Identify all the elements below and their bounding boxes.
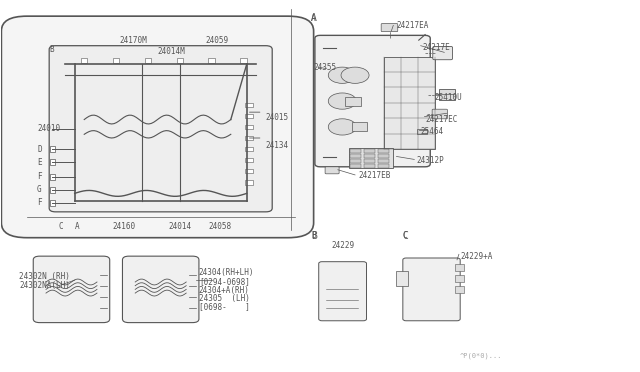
FancyBboxPatch shape	[433, 46, 452, 60]
Text: 24217EA: 24217EA	[396, 21, 429, 30]
FancyBboxPatch shape	[33, 256, 109, 323]
Text: 24355: 24355	[314, 63, 337, 72]
Circle shape	[328, 119, 356, 135]
Bar	[81, 58, 88, 63]
Bar	[246, 103, 253, 107]
Bar	[378, 154, 390, 158]
Bar	[350, 150, 362, 153]
Text: A: A	[75, 222, 79, 231]
Text: G: G	[37, 185, 42, 194]
Bar	[364, 154, 376, 158]
Text: C: C	[403, 231, 409, 241]
Text: 24217EB: 24217EB	[358, 171, 390, 180]
Text: 24134: 24134	[266, 141, 289, 150]
Text: 24302NA(LH): 24302NA(LH)	[19, 281, 70, 290]
Bar	[455, 286, 464, 293]
Circle shape	[341, 67, 369, 83]
Text: 25464: 25464	[420, 127, 444, 136]
Text: 24160: 24160	[113, 222, 136, 231]
Bar	[455, 275, 464, 282]
Text: 24312P: 24312P	[417, 156, 445, 166]
Bar	[177, 58, 183, 63]
Bar	[50, 159, 55, 165]
Bar	[246, 113, 253, 118]
Text: 24015: 24015	[266, 113, 289, 122]
Text: [0294-0698]: [0294-0698]	[199, 277, 250, 286]
Text: 24217E: 24217E	[422, 43, 450, 52]
Text: 24305  (LH): 24305 (LH)	[199, 294, 250, 303]
Bar	[246, 180, 253, 185]
Bar	[350, 154, 362, 158]
Text: B: B	[49, 45, 54, 54]
Text: C: C	[59, 222, 63, 231]
Text: 24058: 24058	[209, 222, 232, 231]
Bar	[384, 57, 435, 149]
Circle shape	[328, 93, 356, 109]
Text: E: E	[37, 157, 42, 167]
FancyBboxPatch shape	[315, 35, 430, 167]
FancyBboxPatch shape	[381, 23, 397, 32]
FancyBboxPatch shape	[49, 46, 272, 212]
FancyBboxPatch shape	[438, 89, 455, 100]
Bar	[350, 159, 362, 163]
Bar	[246, 169, 253, 173]
Bar	[364, 164, 376, 167]
FancyBboxPatch shape	[1, 16, 314, 238]
Bar	[396, 271, 408, 286]
FancyBboxPatch shape	[325, 167, 339, 174]
Text: 24059: 24059	[205, 36, 228, 45]
FancyBboxPatch shape	[122, 256, 199, 323]
Bar	[246, 136, 253, 140]
Bar	[246, 147, 253, 151]
Text: A: A	[310, 13, 316, 23]
Bar	[50, 146, 55, 152]
Bar	[145, 58, 151, 63]
Text: A: A	[310, 13, 315, 22]
Bar	[364, 159, 376, 163]
Bar	[346, 97, 361, 106]
Text: B: B	[312, 231, 316, 240]
Bar	[364, 150, 376, 153]
Text: 24304(RH+LH): 24304(RH+LH)	[199, 268, 255, 277]
Text: 24014M: 24014M	[157, 47, 185, 56]
Text: 24229+A: 24229+A	[460, 251, 493, 261]
Bar	[378, 164, 390, 167]
Bar	[350, 164, 362, 167]
Text: 24302N (RH): 24302N (RH)	[19, 272, 70, 281]
Text: ^P(0*0)...: ^P(0*0)...	[460, 353, 502, 359]
Text: 24170M: 24170M	[119, 36, 147, 45]
Circle shape	[328, 67, 356, 83]
Text: D: D	[37, 145, 42, 154]
Text: 24229: 24229	[332, 241, 355, 250]
Bar	[50, 174, 55, 180]
Text: 24304+A(RH): 24304+A(RH)	[199, 286, 250, 295]
Bar	[455, 264, 464, 271]
Text: 24010: 24010	[37, 124, 60, 133]
Text: 24217EC: 24217EC	[425, 115, 458, 124]
Bar	[352, 122, 367, 131]
Bar	[417, 129, 427, 134]
Text: F: F	[37, 172, 42, 181]
Text: C: C	[403, 231, 408, 240]
Text: [0698-    ]: [0698- ]	[199, 302, 250, 311]
Text: 24014: 24014	[168, 222, 191, 231]
Bar	[246, 125, 253, 129]
Text: B: B	[312, 231, 317, 241]
Bar	[378, 150, 390, 153]
Bar	[113, 58, 119, 63]
Bar	[50, 187, 55, 193]
Text: 25410U: 25410U	[435, 93, 463, 102]
FancyBboxPatch shape	[432, 109, 447, 119]
Bar	[349, 148, 394, 168]
Text: F: F	[37, 198, 42, 207]
Bar	[209, 58, 215, 63]
Bar	[241, 58, 246, 63]
FancyBboxPatch shape	[319, 262, 367, 321]
Bar	[246, 158, 253, 162]
Bar	[50, 200, 55, 206]
Bar	[378, 159, 390, 163]
FancyBboxPatch shape	[403, 258, 460, 321]
